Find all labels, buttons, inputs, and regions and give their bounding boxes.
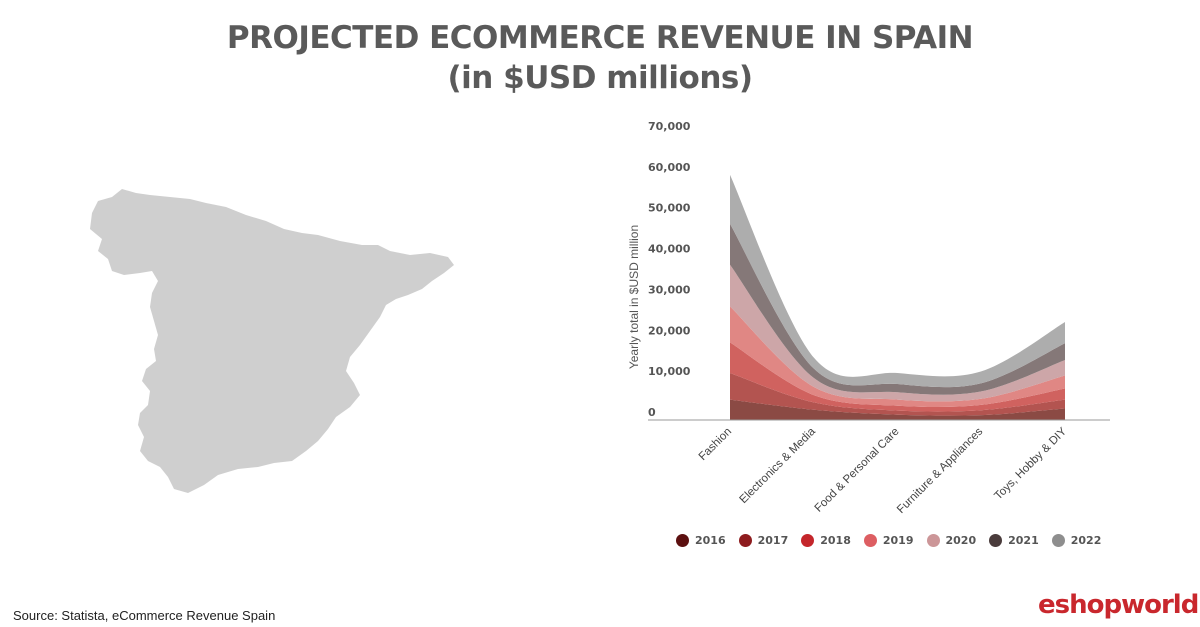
legend-item-2016: 2016 bbox=[676, 534, 726, 547]
stacked-area-chart: 0 10,000 20,000 30,000 40,000 50,000 60,000 70,… bbox=[627, 120, 1110, 516]
source-note: Source: Statista, eCommerce Revenue Spai… bbox=[13, 608, 276, 623]
y-tick-label: 70,000 bbox=[648, 120, 691, 133]
brand-logo: eshopworld bbox=[1038, 590, 1199, 620]
chart-title: PROJECTED ECOMMERCE REVENUE IN SPAIN bbox=[226, 20, 974, 56]
legend-label: 2020 bbox=[945, 534, 977, 547]
legend-label: 2016 bbox=[695, 534, 726, 547]
legend-label: 2019 bbox=[882, 534, 914, 547]
legend-label: 2022 bbox=[1070, 534, 1102, 547]
y-tick-label: 10,000 bbox=[648, 365, 691, 378]
legend: 2016 2017 2018 2019 2020 2021 2022 bbox=[676, 534, 1101, 547]
legend-item-2017: 2017 bbox=[738, 534, 789, 547]
legend-swatch bbox=[801, 534, 815, 547]
legend-swatch bbox=[738, 534, 752, 547]
legend-label: 2018 bbox=[820, 534, 851, 547]
y-tick-label: 0 bbox=[648, 406, 656, 419]
legend-item-2020: 2020 bbox=[926, 534, 977, 547]
legend-item-2022: 2022 bbox=[1051, 534, 1102, 547]
y-tick-label: 40,000 bbox=[648, 243, 691, 256]
spain-map-icon bbox=[90, 189, 454, 493]
y-axis-ticks: 0 10,000 20,000 30,000 40,000 50,000 60,000 70,… bbox=[648, 120, 691, 419]
legend-swatch bbox=[1051, 534, 1065, 547]
legend-swatch bbox=[989, 534, 1003, 547]
y-axis-label: Yearly total in $USD million bbox=[627, 225, 641, 369]
area-series bbox=[730, 174, 1065, 420]
x-tick-label: Food & Personal Care bbox=[813, 426, 902, 515]
legend-swatch bbox=[926, 534, 940, 547]
legend-item-2021: 2021 bbox=[989, 534, 1039, 547]
area-2016 bbox=[730, 399, 1065, 420]
legend-swatch bbox=[676, 534, 689, 547]
legend-item-2018: 2018 bbox=[801, 534, 851, 547]
x-tick-label: Furniture & Appliances bbox=[895, 425, 985, 515]
legend-label: 2017 bbox=[757, 534, 789, 547]
area-2017 bbox=[730, 373, 1065, 416]
legend-swatch bbox=[863, 534, 877, 547]
y-tick-label: 20,000 bbox=[648, 324, 691, 337]
y-tick-label: 50,000 bbox=[648, 202, 691, 215]
legend-item-2019: 2019 bbox=[863, 534, 914, 547]
legend-label: 2021 bbox=[1008, 534, 1039, 547]
y-tick-label: 60,000 bbox=[648, 161, 691, 174]
x-tick-label: Toys, Hobby & DIY bbox=[992, 425, 1069, 502]
chart-subtitle: (in $USD millions) bbox=[447, 60, 753, 96]
x-tick-label: Fashion bbox=[697, 426, 734, 463]
x-tick-label: Electronics & Media bbox=[738, 425, 819, 506]
y-tick-label: 30,000 bbox=[648, 283, 691, 296]
